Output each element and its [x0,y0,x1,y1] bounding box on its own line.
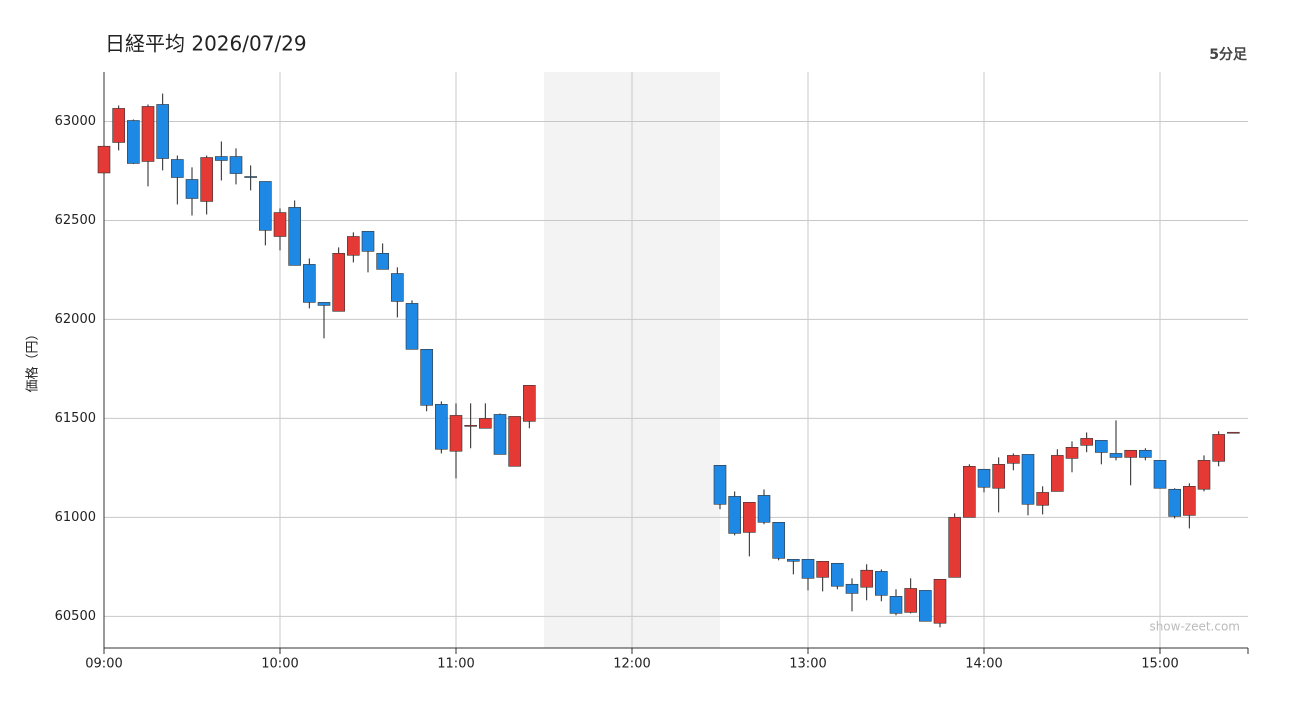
y-tick-label: 63000 [55,114,96,129]
watermark: show-zeet.com [1149,620,1240,634]
candle-body [361,231,375,252]
candle-body [449,415,463,452]
candle-body [112,108,125,143]
candle-body [215,156,228,161]
candle-body [757,495,771,523]
candle-body [376,253,389,270]
candle-body [772,522,785,559]
y-tick-label: 62000 [55,312,96,327]
x-tick-label: 09:00 [85,657,122,672]
candle-body [435,404,448,450]
x-tick-label: 10:00 [261,657,298,672]
candle-body [743,502,756,533]
candle-body [171,159,184,178]
candle-body [801,559,815,579]
candle-body [523,385,536,422]
x-tick-label: 11:00 [437,657,474,672]
candle-body [229,156,243,174]
candle-body [1080,438,1093,446]
candle-body [200,157,213,202]
candle-body [992,464,1005,489]
candle-body [1095,440,1108,453]
candle-body [288,207,301,266]
candle-body [889,596,903,614]
candle-body [1153,460,1167,489]
candle-body [1139,449,1152,458]
candle-body [420,349,433,406]
candle-body [1124,449,1137,458]
candle-body [273,212,287,237]
candle-body [1051,455,1064,492]
candle-body [728,496,741,534]
candle-body [1065,446,1079,459]
x-tick-label: 13:00 [789,657,826,672]
candle-body [1183,485,1196,516]
candle-body [347,236,360,256]
y-tick-label: 61000 [55,510,96,525]
x-tick-label: 14:00 [965,657,1002,672]
candle-body [317,302,331,306]
candle-body [919,590,932,622]
candle-body [508,416,521,467]
candle-body [1109,453,1123,458]
candle-body [1227,431,1240,434]
candle-body [391,273,404,302]
candle-body [933,579,947,624]
candle-body [141,106,155,162]
candle-body [1021,454,1035,505]
candle-body [1168,488,1181,517]
candle-body [713,465,727,505]
candle-body [1036,492,1049,506]
candle-body [875,571,888,596]
candle-body [127,120,140,164]
candle-body [845,583,859,594]
candle-body [244,176,257,178]
x-tick-label: 12:00 [613,657,650,672]
candle-body [1212,434,1225,462]
y-tick-label: 60500 [55,609,96,624]
y-tick-label: 62500 [55,213,96,228]
candle-body [904,588,917,613]
y-tick-label: 61500 [55,411,96,426]
candle-body [787,559,800,562]
y-axis-label: 価格（円） [25,327,41,392]
x-tick-label: 15:00 [1141,657,1178,672]
candle-body [156,104,169,159]
candle-body [963,465,976,518]
candle-body [1197,460,1211,490]
candle-body [816,561,829,578]
candle-body [831,562,844,587]
candle-body [464,425,477,427]
candle-body [97,145,111,174]
candle-body [1007,455,1020,464]
candle-body [479,418,492,429]
chart-subtitle: 5分足 [1209,47,1248,63]
candle-body [303,264,316,303]
chart-title: 日経平均 2026/07/29 [105,32,307,56]
candle-body [860,569,873,588]
candle-body [493,414,507,455]
candle-body [977,468,991,488]
candle-body [948,517,961,578]
candle-body [405,303,419,350]
candle-body [332,253,345,312]
candle-body [185,179,199,199]
candle-body [259,181,272,231]
